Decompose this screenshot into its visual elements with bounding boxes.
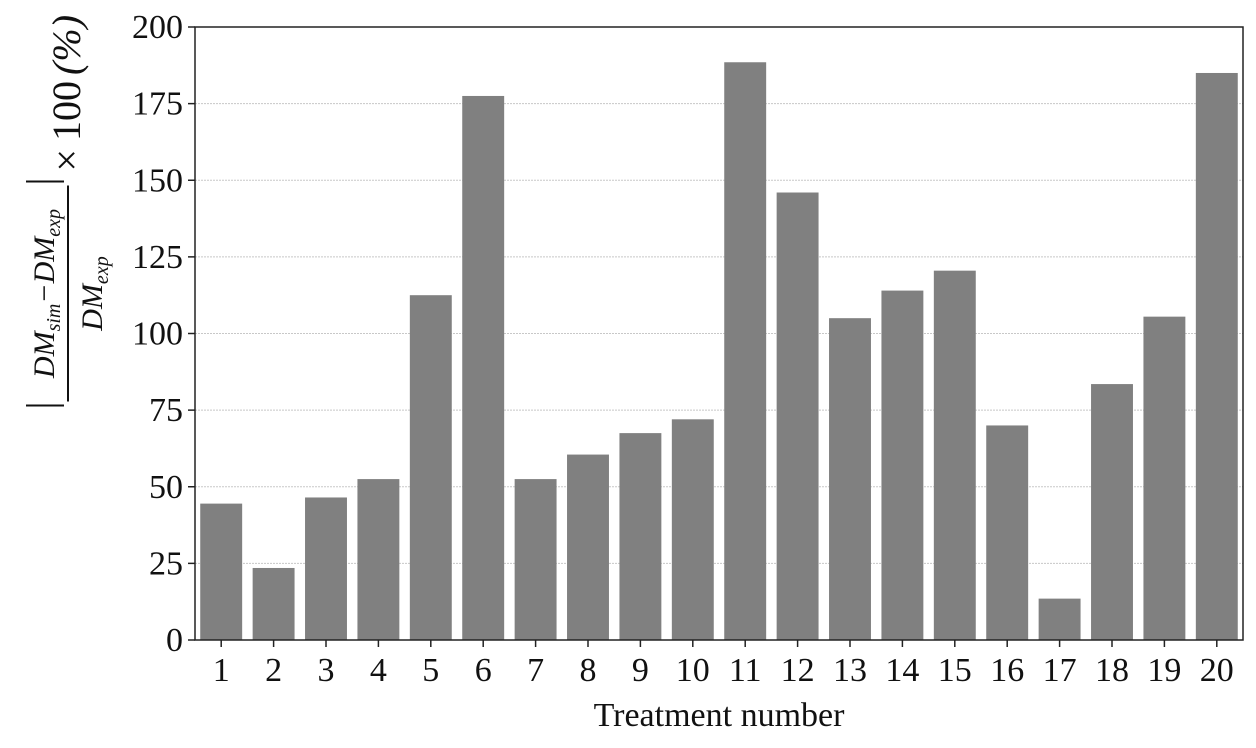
y-tick-label: 100 bbox=[132, 316, 183, 353]
y-axis-title-multiplier: ×100(%) bbox=[44, 15, 89, 172]
y-axis-title: DMsim−DMexp DMexp ×100(%) bbox=[26, 15, 113, 407]
x-tick-label: 19 bbox=[1147, 652, 1181, 689]
x-tick-label: 9 bbox=[632, 652, 649, 689]
y-tick-label: 50 bbox=[149, 469, 183, 506]
bar-treatment-17 bbox=[1038, 598, 1081, 640]
bar-treatment-10 bbox=[671, 419, 714, 640]
x-tick-label: 6 bbox=[475, 652, 492, 689]
bar-treatment-9 bbox=[619, 433, 662, 640]
y-axis-title-denominator: DMexp bbox=[76, 256, 113, 331]
bar-treatment-13 bbox=[829, 318, 871, 640]
bar-treatment-7 bbox=[514, 479, 557, 640]
y-axis-ticks: 0 25 50 75 100 125 150 175 200 bbox=[132, 9, 195, 659]
x-tick-label: 5 bbox=[422, 652, 439, 689]
x-tick-label: 14 bbox=[885, 652, 919, 689]
bar-treatment-1 bbox=[200, 503, 243, 640]
bar-treatment-4 bbox=[357, 479, 400, 640]
bar-treatment-12 bbox=[776, 192, 819, 640]
bar-treatment-19 bbox=[1143, 316, 1186, 640]
bar-treatment-3 bbox=[305, 497, 347, 640]
x-tick-label: 1 bbox=[213, 652, 230, 689]
x-tick-label: 17 bbox=[1043, 652, 1077, 689]
y-tick-label: 25 bbox=[149, 545, 183, 582]
x-tick-label: 10 bbox=[676, 652, 710, 689]
bar-treatment-6 bbox=[462, 95, 505, 640]
bar-treatment-8 bbox=[567, 454, 609, 640]
x-tick-label: 2 bbox=[265, 652, 282, 689]
bar-treatment-5 bbox=[409, 295, 452, 640]
x-tick-label: 18 bbox=[1095, 652, 1129, 689]
y-tick-label: 75 bbox=[149, 392, 183, 429]
x-axis-ticks: 1 2 3 4 5 6 7 8 9 10 11 12 13 14 15 16 17 18 19 20 bbox=[213, 640, 1234, 689]
x-tick-label: 12 bbox=[781, 652, 815, 689]
bar-treatment-2 bbox=[252, 567, 295, 640]
x-tick-label: 11 bbox=[729, 652, 762, 689]
bars bbox=[200, 62, 1238, 641]
bar-treatment-18 bbox=[1091, 384, 1133, 640]
y-tick-label: 125 bbox=[132, 239, 183, 276]
y-tick-label: 0 bbox=[166, 622, 183, 659]
bar-treatment-11 bbox=[724, 62, 767, 641]
y-tick-label: 175 bbox=[132, 86, 183, 123]
x-tick-label: 3 bbox=[318, 652, 335, 689]
bar-treatment-14 bbox=[881, 290, 924, 640]
x-tick-label: 8 bbox=[580, 652, 597, 689]
bar-treatment-20 bbox=[1195, 72, 1238, 641]
y-tick-label: 150 bbox=[132, 162, 183, 199]
bar-treatment-16 bbox=[986, 425, 1029, 640]
x-axis-title: Treatment number bbox=[594, 697, 846, 734]
x-tick-label: 4 bbox=[370, 652, 387, 689]
y-tick-label: 200 bbox=[132, 9, 183, 46]
x-tick-label: 13 bbox=[833, 652, 867, 689]
y-axis-title-numerator: DMsim−DMexp bbox=[28, 209, 65, 379]
bar-treatment-15 bbox=[933, 270, 976, 640]
x-tick-label: 16 bbox=[990, 652, 1024, 689]
x-tick-label: 7 bbox=[527, 652, 544, 689]
x-tick-label: 15 bbox=[938, 652, 972, 689]
x-tick-label: 20 bbox=[1200, 652, 1234, 689]
gridlines bbox=[195, 103, 1243, 564]
